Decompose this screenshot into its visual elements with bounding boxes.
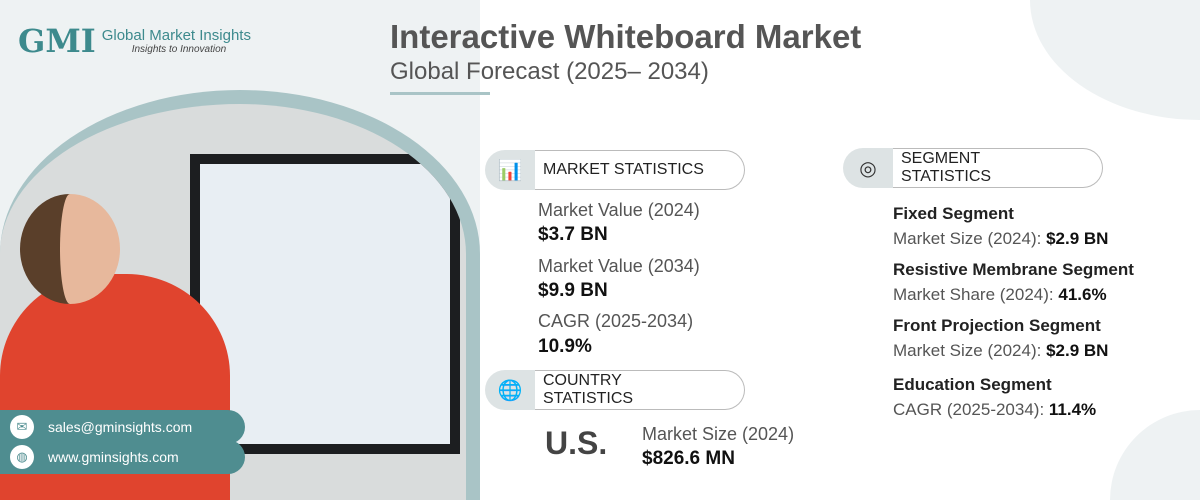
market-value-2034-label: Market Value (2034) [538,256,700,276]
globe-icon: ◍ [10,445,34,469]
decor-top-right [1030,0,1200,120]
gmi-logo: GMI Global Market Insights Insights to In… [18,22,251,60]
market-statistics-header: 📊 MARKET STATISTICS [485,150,745,190]
cagr-value: 10.9% [538,336,592,357]
page-subtitle: Global Forecast (2025– 2034) [390,58,709,85]
globe-icon: 🌐 [485,370,535,410]
chart-globe-icon: 📊 [485,150,535,190]
market-value-2024: $3.7 BN [538,224,608,245]
divider [390,92,490,95]
cagr-label: CAGR (2025-2034) [538,311,694,331]
interactive-whiteboard [190,154,460,454]
person-head [20,194,120,304]
segment-item: Education Segment CAGR (2025-2034): 11.4% [893,375,1097,419]
segment-item: Front Projection Segment Market Size (202… [893,316,1109,360]
target-chart-icon: ◎ [843,148,893,188]
decor-bottom-right [1110,410,1200,500]
country-value: $826.6 MN [642,448,735,469]
segment-item: Fixed Segment Market Size (2024): $2.9 BN [893,204,1109,248]
country-label: Market Size (2024) [642,424,795,444]
mail-icon: ✉ [10,415,34,439]
country-statistics-header: 🌐 COUNTRY STATISTICS [485,370,745,410]
email-contact[interactable]: ✉ sales@gminsights.com [0,410,245,444]
hero-photo [0,90,480,500]
country-name: U.S. [545,425,608,461]
segment-item: Resistive Membrane Segment Market Share (… [893,260,1134,304]
page-title: Interactive Whiteboard Market [390,18,862,55]
market-value-2034: $9.9 BN [538,280,608,301]
web-contact[interactable]: ◍ www.gminsights.com [0,440,245,474]
segment-statistics-header: ◎ SEGMENT STATISTICS [843,148,1103,188]
market-value-2024-label: Market Value (2024) [538,200,700,220]
